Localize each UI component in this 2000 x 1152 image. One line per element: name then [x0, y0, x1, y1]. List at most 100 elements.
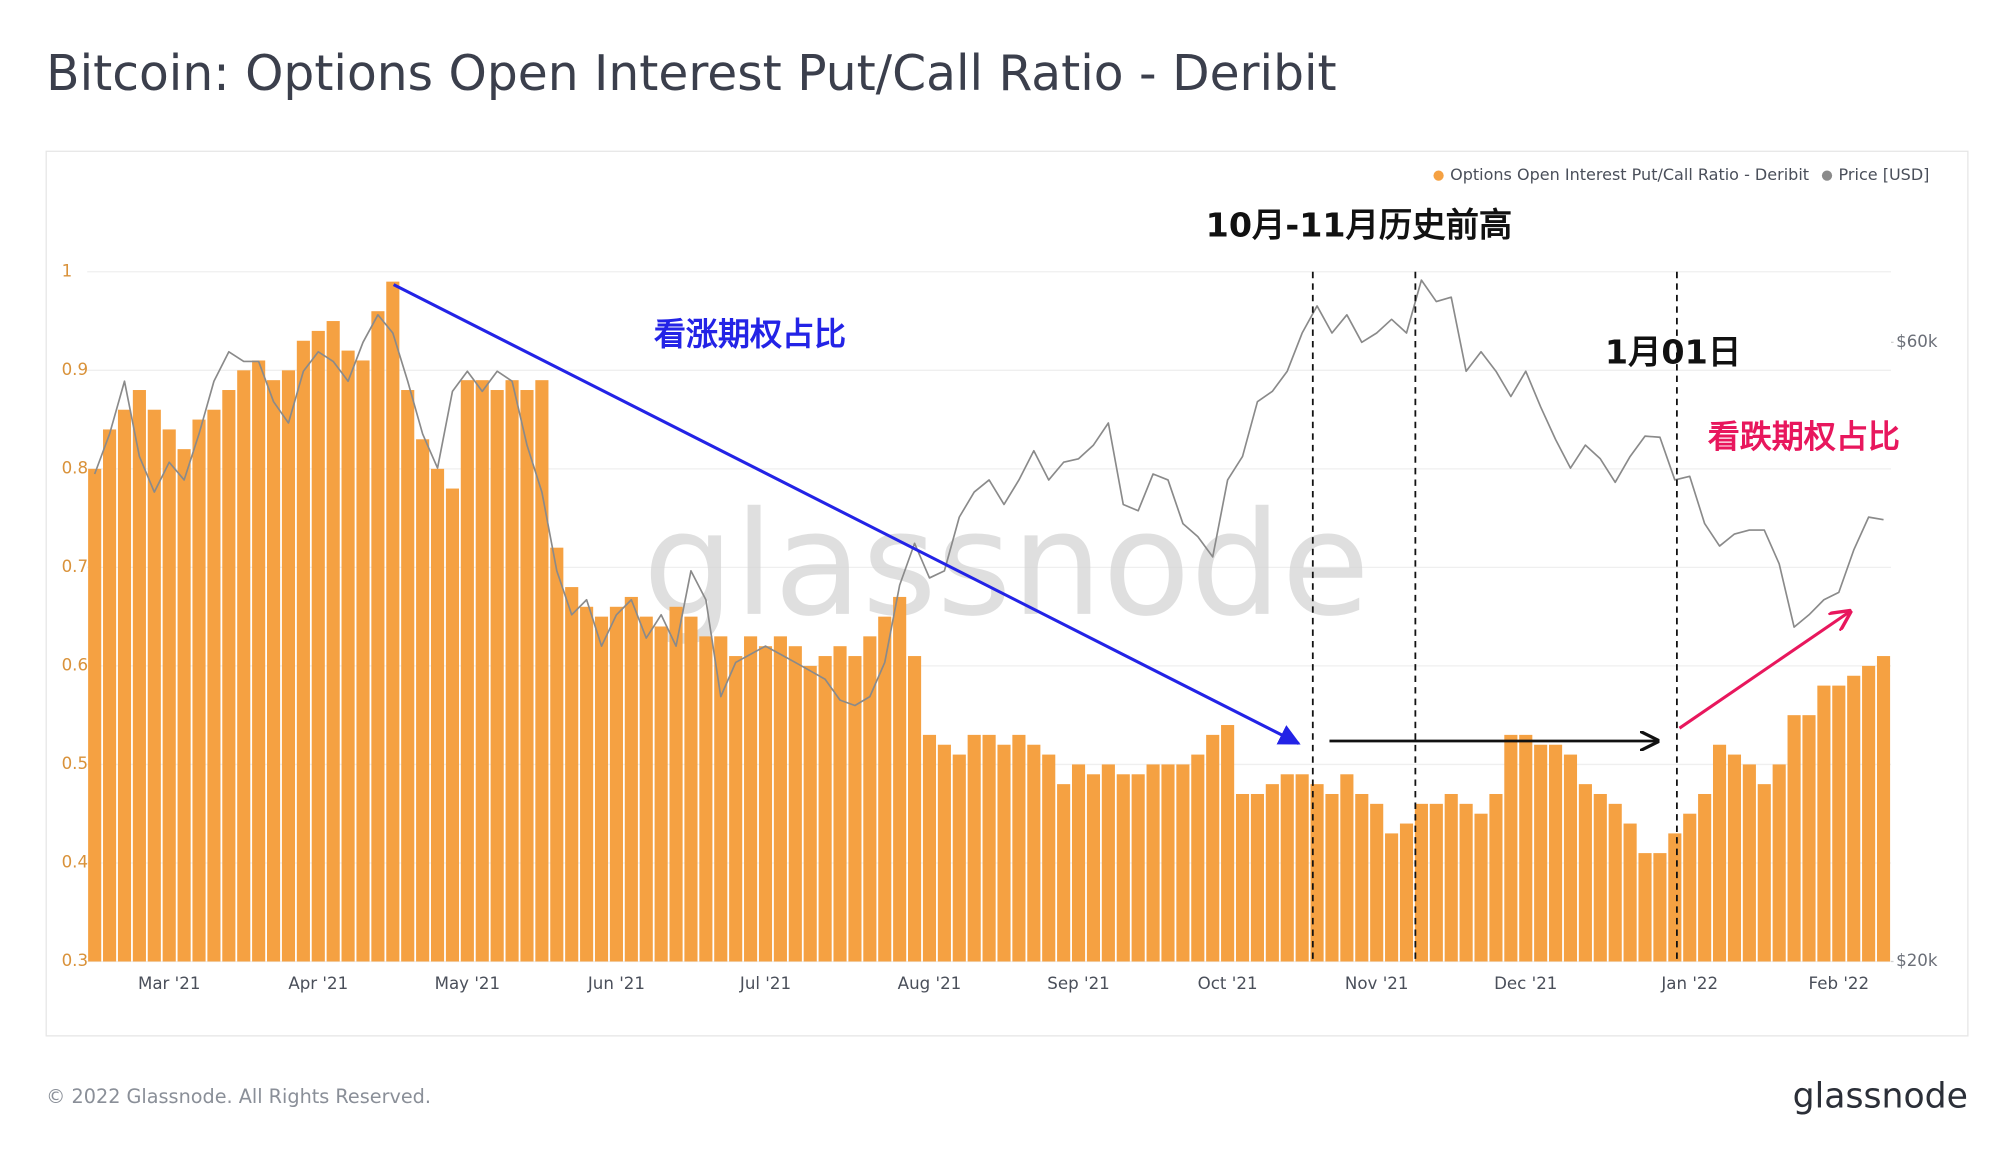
bar — [565, 587, 579, 962]
arrow — [392, 283, 1301, 745]
bar — [788, 646, 802, 962]
bar — [177, 449, 191, 962]
bar — [1653, 853, 1667, 962]
bar — [1757, 784, 1771, 962]
bar — [624, 596, 638, 962]
bar — [654, 626, 668, 962]
bar — [773, 636, 787, 962]
bar — [1474, 813, 1488, 962]
bar — [908, 656, 922, 962]
annotation: 10月-11月历史前高 — [1206, 205, 1513, 244]
bar — [1325, 793, 1339, 962]
bar — [1578, 784, 1592, 962]
bar — [1116, 774, 1130, 962]
bar — [1280, 774, 1294, 962]
bar — [1385, 833, 1399, 962]
bar — [1683, 813, 1697, 962]
bar — [669, 606, 683, 962]
bar — [1235, 793, 1250, 962]
bar — [1608, 803, 1622, 962]
bar — [1727, 754, 1742, 962]
arrow — [1678, 612, 1850, 730]
bar — [475, 380, 489, 962]
x-tick-label: Nov '21 — [1345, 974, 1409, 993]
y-tick-label: 0.3 — [62, 951, 89, 970]
y-tick-label: 0.8 — [62, 458, 89, 477]
chart-frame — [45, 150, 1969, 1037]
plot — [88, 279, 1891, 962]
bar — [580, 606, 594, 962]
bar — [1355, 793, 1369, 962]
bar — [1832, 685, 1846, 962]
bar — [1265, 784, 1279, 962]
bar — [922, 734, 937, 962]
bar — [356, 360, 370, 962]
bar — [147, 409, 161, 962]
bar — [1310, 784, 1324, 962]
bar — [1772, 764, 1786, 962]
bar — [1623, 823, 1637, 962]
bar — [1221, 725, 1235, 962]
bar — [878, 616, 892, 962]
y-tick-label: 0.9 — [62, 360, 89, 379]
x-tick-label: Sep '21 — [1047, 974, 1109, 993]
bar — [1414, 803, 1428, 962]
bar — [252, 360, 266, 962]
bar — [311, 330, 325, 962]
bar — [1012, 734, 1026, 962]
bar — [997, 744, 1011, 962]
x-tick-label: Oct '21 — [1198, 974, 1258, 993]
bar — [1698, 793, 1712, 962]
logo: glassnode — [1793, 1076, 1968, 1116]
bar — [296, 340, 310, 962]
x-tick-label: Jun '21 — [587, 974, 645, 993]
bar — [744, 636, 758, 962]
bar — [1802, 715, 1816, 962]
bar — [803, 665, 817, 962]
legend-swatch — [1433, 170, 1444, 181]
bar — [88, 468, 102, 962]
bar — [162, 429, 176, 962]
bar — [684, 616, 698, 962]
bar — [222, 390, 236, 962]
bar — [699, 636, 713, 962]
bar — [445, 488, 460, 962]
bar — [594, 616, 609, 962]
bar — [1399, 823, 1414, 962]
x-tick-label: May '21 — [435, 974, 501, 993]
bar — [1086, 774, 1101, 962]
y-tick-label: 0.6 — [62, 655, 89, 674]
bar — [1295, 774, 1309, 962]
bar — [1593, 793, 1607, 962]
bar — [1549, 744, 1563, 962]
x-tick-label: Dec '21 — [1494, 974, 1557, 993]
bar — [1042, 754, 1056, 962]
bar — [1876, 656, 1891, 962]
bar — [863, 636, 877, 962]
y2-tick-label: $60k — [1896, 332, 1938, 351]
chart-title: Bitcoin: Options Open Interest Put/Call … — [46, 46, 1336, 102]
legend: Price [USD] Options Open Interest Put/Cal… — [1433, 165, 1929, 184]
bar — [1668, 833, 1682, 962]
x-tick-label: Feb '22 — [1809, 974, 1870, 993]
x-tick-label: Jul '21 — [739, 974, 791, 993]
bar — [1742, 764, 1756, 962]
bar — [1489, 793, 1503, 962]
bar — [1027, 744, 1041, 962]
bar — [1191, 754, 1205, 962]
bar — [1340, 774, 1354, 962]
y-tick-label: 0.4 — [62, 852, 89, 871]
bar — [1429, 803, 1443, 962]
bar — [535, 380, 549, 962]
bar — [1206, 734, 1220, 962]
bar — [1862, 665, 1876, 962]
bar — [952, 754, 966, 962]
annotation: 1月01日 — [1605, 332, 1741, 371]
legend-label: Price [USD] — [1839, 165, 1930, 184]
bar — [1176, 764, 1190, 962]
y-tick-label: 0.7 — [62, 557, 89, 576]
bar — [416, 439, 430, 962]
bar — [967, 734, 981, 962]
bar — [520, 390, 534, 962]
bar — [1161, 764, 1175, 962]
